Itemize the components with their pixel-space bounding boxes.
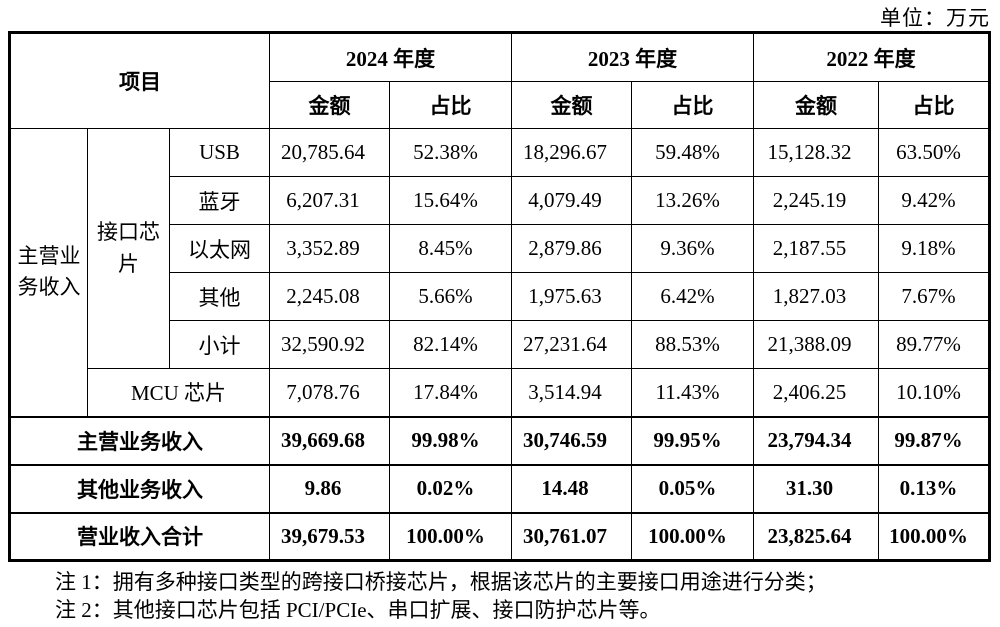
amount-value: 1,975.63 <box>511 272 633 321</box>
ratio-value: 5.66% <box>389 272 513 321</box>
ratio-value: 7.67% <box>878 272 991 321</box>
amount-header: 金额 <box>269 81 391 129</box>
ratio-value: 52.38% <box>389 128 513 177</box>
row-label-mcu: MCU 芯片 <box>86 368 271 417</box>
amount-value: 2,406.25 <box>753 368 880 417</box>
amount-value: 7,078.76 <box>269 368 391 417</box>
table-row-other-revenue-total: 其他业务收入 9.86 0.02% 14.48 0.05% 31.30 0.13… <box>8 463 991 513</box>
table-row-usb: 主营业 务收入 接口芯 片 USB 20,785.64 52.38% 18,29… <box>9 128 991 417</box>
row-label: 蓝牙 <box>168 176 271 225</box>
amount-value: 23,794.34 <box>753 415 880 465</box>
amount-value: 3,514.94 <box>511 368 633 417</box>
header-row-years: 项目 2024 年度 2023 年度 2022 年度 <box>8 32 991 129</box>
ratio-value: 82.14% <box>389 320 513 369</box>
ratio-value: 9.18% <box>878 224 991 273</box>
ratio-header: 占比 <box>631 81 755 129</box>
ratio-value: 99.95% <box>631 415 755 465</box>
amount-value: 4,079.49 <box>511 176 633 225</box>
revenue-table: 项目 2024 年度 2023 年度 2022 年度 金额 占比 金额 占比 金… <box>8 31 992 562</box>
ratio-value: 100.00% <box>389 511 513 561</box>
amount-value: 21,388.09 <box>753 320 880 369</box>
amount-value: 15,128.32 <box>753 128 880 177</box>
amount-value: 20,785.64 <box>269 128 391 177</box>
amount-value: 6,207.31 <box>269 176 391 225</box>
table-row-mcu: MCU 芯片 7,078.76 17.84% 3,514.94 11.43% 2… <box>10 368 991 417</box>
group-label-interface-chip: 接口芯 片 <box>87 128 170 369</box>
amount-value: 39,679.53 <box>269 511 391 561</box>
ratio-value: 8.45% <box>389 224 513 273</box>
footnotes: 注 1：拥有多种接口类型的跨接口桥接芯片，根据该芯片的主要接口用途进行分类； 注… <box>55 568 827 624</box>
year-header-2024: 2024 年度 <box>269 32 513 82</box>
table-row-ethernet: 以太网 3,352.89 8.45% 2,879.86 9.36% 2,187.… <box>10 224 991 273</box>
ratio-value: 10.10% <box>878 368 991 417</box>
ratio-value: 100.00% <box>878 511 991 561</box>
year-header-2022: 2022 年度 <box>753 32 991 82</box>
ratio-value: 0.05% <box>631 463 755 513</box>
footnote-1: 注 1：拥有多种接口类型的跨接口桥接芯片，根据该芯片的主要接口用途进行分类； <box>55 570 827 594</box>
ratio-value: 99.98% <box>389 415 513 465</box>
ratio-value: 13.26% <box>631 176 755 225</box>
total-row-label: 其他业务收入 <box>8 463 271 513</box>
amount-value: 31.30 <box>753 463 880 513</box>
amount-value: 2,187.55 <box>753 224 880 273</box>
amount-value: 9.86 <box>269 463 391 513</box>
row-label: 以太网 <box>168 224 271 273</box>
amount-value: 27,231.64 <box>511 320 633 369</box>
amount-value: 32,590.92 <box>269 320 391 369</box>
table-row-main-revenue-total: 主营业务收入 39,669.68 99.98% 30,746.59 99.95%… <box>8 415 991 465</box>
row-label: 小计 <box>168 320 271 369</box>
amount-value: 14.48 <box>511 463 633 513</box>
ratio-value: 11.43% <box>631 368 755 417</box>
row-label: USB <box>168 128 271 177</box>
ratio-value: 17.84% <box>389 368 513 417</box>
amount-value: 1,827.03 <box>753 272 880 321</box>
year-header-2023: 2023 年度 <box>511 32 755 82</box>
ratio-value: 89.77% <box>878 320 991 369</box>
item-header-cell: 项目 <box>8 32 271 129</box>
ratio-header: 占比 <box>878 81 991 129</box>
amount-value: 30,761.07 <box>511 511 633 561</box>
ratio-header: 占比 <box>389 81 513 129</box>
ratio-value: 6.42% <box>631 272 755 321</box>
ratio-value: 63.50% <box>878 128 991 177</box>
table-row-grand-total: 营业收入合计 39,679.53 100.00% 30,761.07 100.0… <box>8 511 991 561</box>
amount-value: 39,669.68 <box>269 415 391 465</box>
ratio-value: 0.02% <box>389 463 513 513</box>
row-label: 其他 <box>168 272 271 321</box>
ratio-value: 0.13% <box>878 463 991 513</box>
amount-value: 18,296.67 <box>511 128 633 177</box>
ratio-value: 99.87% <box>878 415 991 465</box>
footnote-2: 注 2：其他接口芯片包括 PCI/PCIe、串口扩展、接口防护芯片等。 <box>55 598 661 622</box>
amount-header: 金额 <box>511 81 633 129</box>
ratio-value: 100.00% <box>631 511 755 561</box>
ratio-value: 15.64% <box>389 176 513 225</box>
amount-header: 金额 <box>753 81 880 129</box>
ratio-value: 59.48% <box>631 128 755 177</box>
group-label-main-revenue: 主营业 务收入 <box>9 128 88 417</box>
amount-value: 2,245.19 <box>753 176 880 225</box>
ratio-value: 9.36% <box>631 224 755 273</box>
table-row-bluetooth: 蓝牙 6,207.31 15.64% 4,079.49 13.26% 2,245… <box>10 176 991 225</box>
amount-value: 3,352.89 <box>269 224 391 273</box>
amount-value: 2,245.08 <box>269 272 391 321</box>
amount-value: 23,825.64 <box>753 511 880 561</box>
ratio-value: 88.53% <box>631 320 755 369</box>
unit-label: 单位：万元 <box>880 6 990 30</box>
amount-value: 30,746.59 <box>511 415 633 465</box>
ratio-value: 9.42% <box>878 176 991 225</box>
total-row-label: 营业收入合计 <box>8 511 271 561</box>
amount-value: 2,879.86 <box>511 224 633 273</box>
table-row-other: 其他 2,245.08 5.66% 1,975.63 6.42% 1,827.0… <box>10 272 991 321</box>
total-row-label: 主营业务收入 <box>8 415 271 465</box>
